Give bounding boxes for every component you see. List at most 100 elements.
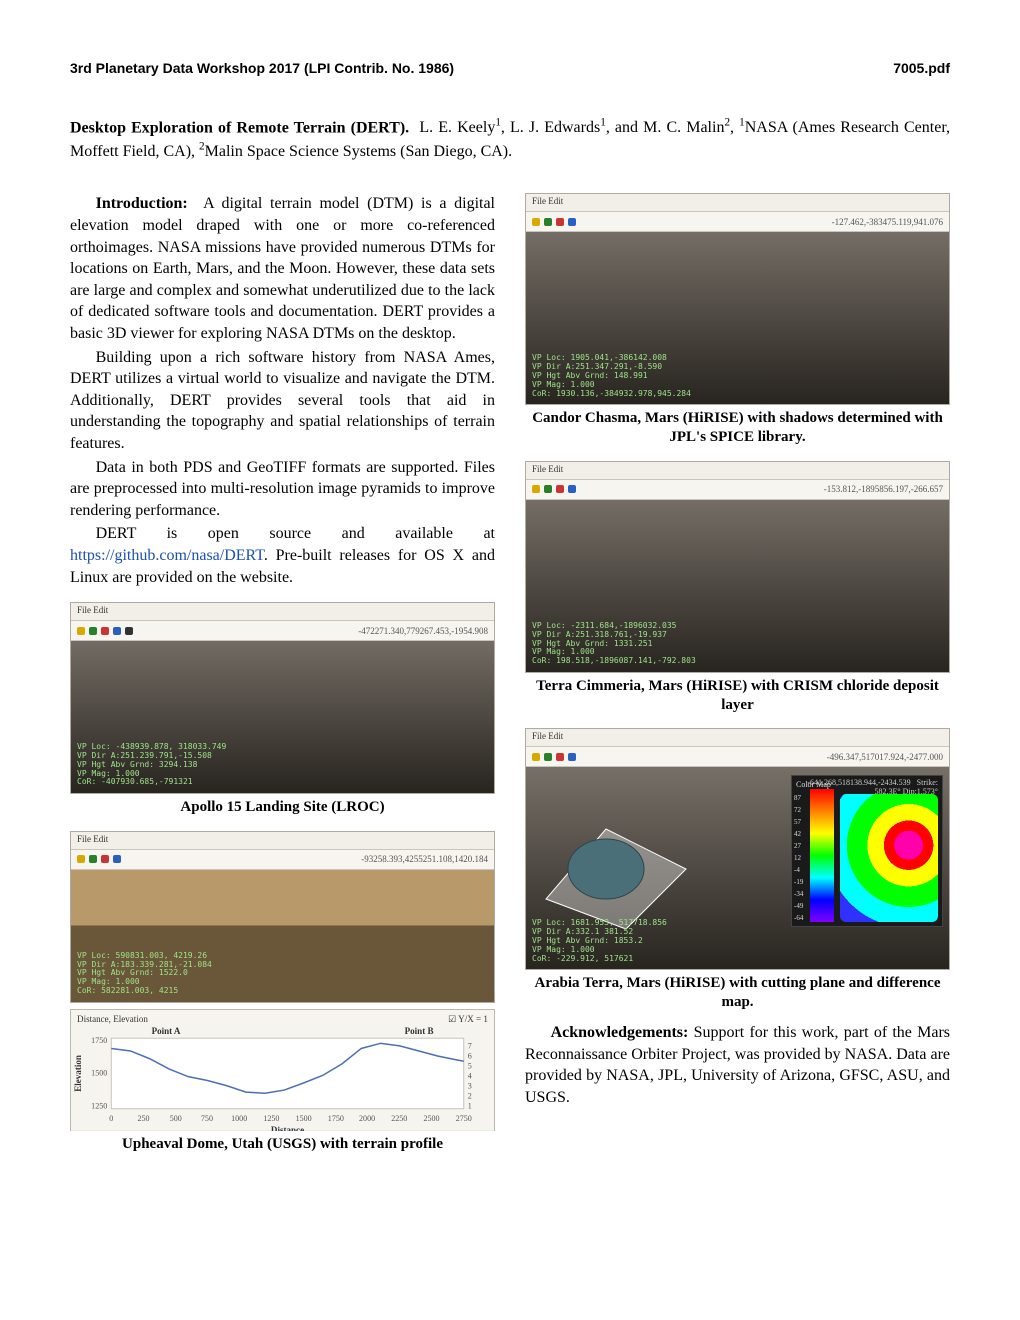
svg-text:2500: 2500 xyxy=(423,1114,439,1123)
tool-icon xyxy=(568,485,576,493)
svg-text:3: 3 xyxy=(468,1081,472,1090)
tool-icon xyxy=(101,627,109,635)
svg-text:1750: 1750 xyxy=(328,1114,344,1123)
tool-icon xyxy=(544,753,552,761)
svg-text:1250: 1250 xyxy=(91,1102,107,1111)
cutting-plane-icon xyxy=(536,779,716,939)
paper-title: Desktop Exploration of Remote Terrain (D… xyxy=(70,119,409,136)
svg-text:2250: 2250 xyxy=(391,1114,407,1123)
page-header: 3rd Planetary Data Workshop 2017 (LPI Co… xyxy=(70,60,950,76)
svg-text:1000: 1000 xyxy=(231,1114,247,1123)
tool-icon xyxy=(556,218,564,226)
toolbar: -127.462,-383475.119,941.076 xyxy=(526,212,949,232)
svg-text:0: 0 xyxy=(109,1114,113,1123)
svg-text:250: 250 xyxy=(137,1114,149,1123)
arabia-panel: File Edit -496.347,517017.924,-2477.000 xyxy=(525,728,950,970)
tool-icon xyxy=(113,855,121,863)
svg-text:2000: 2000 xyxy=(359,1114,375,1123)
candor-panel: File Edit -127.462,-383475.119,941.076 V… xyxy=(525,193,950,405)
graph-title-right: ☑ Y/X = 1 xyxy=(448,1014,488,1024)
graph-title-left: Distance, Elevation xyxy=(77,1014,148,1024)
svg-text:1: 1 xyxy=(468,1102,472,1111)
menubar: File Edit xyxy=(526,729,949,747)
acknowledgements: Acknowledgements: Support for this work,… xyxy=(525,1022,950,1108)
toolbar-coords: -472271.340,779267.453,-1954.908 xyxy=(358,626,488,636)
toolbar-coords: -496.347,517017.924,-2477.000 xyxy=(827,752,943,762)
profile-svg: Distance, Elevation ☑ Y/X = 1 Point A Po… xyxy=(71,1010,494,1131)
intro-p1: Introduction: A digital terrain model (D… xyxy=(70,193,495,344)
figure-candor: File Edit -127.462,-383475.119,941.076 V… xyxy=(525,193,950,447)
tool-icon xyxy=(532,218,540,226)
figure-upheaval: File Edit -93258.393,4255251.108,1420.18… xyxy=(70,831,495,1154)
svg-text:Distance: Distance xyxy=(271,1125,304,1131)
svg-text:1500: 1500 xyxy=(296,1114,312,1123)
svg-text:500: 500 xyxy=(170,1114,182,1123)
intro-p4: DERT is open source and available at htt… xyxy=(70,523,495,588)
menubar: File Edit xyxy=(526,194,949,212)
cmap-legend-values: 877257422712-4-19-34-49-64 xyxy=(794,794,808,922)
menubar: File Edit xyxy=(71,603,494,621)
svg-text:6: 6 xyxy=(468,1051,472,1060)
difference-map-panel: -641.268,518138.944,-2434.539 Strike: 58… xyxy=(791,775,943,927)
tool-icon xyxy=(89,627,97,635)
svg-text:1750: 1750 xyxy=(91,1036,107,1045)
toolbar: -472271.340,779267.453,-1954.908 xyxy=(71,621,494,641)
cmap-legend-bar xyxy=(810,789,834,922)
toolbar-coords: -153.812,-1895856.197,-266.657 xyxy=(824,484,943,494)
svg-text:5: 5 xyxy=(468,1061,472,1070)
svg-text:4: 4 xyxy=(468,1071,472,1080)
caption-arabia: Arabia Terra, Mars (HiRISE) with cutting… xyxy=(525,974,950,1012)
profile-graph: Distance, Elevation ☑ Y/X = 1 Point A Po… xyxy=(70,1009,495,1131)
svg-text:2750: 2750 xyxy=(456,1114,472,1123)
tool-icon xyxy=(568,218,576,226)
caption-apollo: Apollo 15 Landing Site (LROC) xyxy=(70,798,495,817)
figure-cimmeria: File Edit -153.812,-1895856.197,-266.657… xyxy=(525,461,950,715)
tool-icon xyxy=(544,218,552,226)
figure-apollo: File Edit -472271.340,779267.453,-1954.9… xyxy=(70,602,495,817)
intro-heading: Introduction: xyxy=(96,195,188,212)
tool-icon xyxy=(532,485,540,493)
toolbar: -153.812,-1895856.197,-266.657 xyxy=(526,480,949,500)
hud-readout: VP Loc: 1681.953, 517718.856 VP Dir A:33… xyxy=(532,919,667,963)
intro-p3: Data in both PDS and GeoTIFF formats are… xyxy=(70,457,495,522)
header-right: 7005.pdf xyxy=(893,60,950,76)
menubar: File Edit xyxy=(71,832,494,850)
header-left: 3rd Planetary Data Workshop 2017 (LPI Co… xyxy=(70,60,454,76)
menubar: File Edit xyxy=(526,462,949,480)
svg-text:750: 750 xyxy=(201,1114,213,1123)
tool-icon xyxy=(556,753,564,761)
caption-candor: Candor Chasma, Mars (HiRISE) with shadow… xyxy=(525,409,950,447)
point-b-label: Point B xyxy=(405,1026,434,1036)
tool-icon xyxy=(544,485,552,493)
difference-map xyxy=(840,794,938,922)
point-a-label: Point A xyxy=(152,1026,181,1036)
hud-readout: VP Loc: -438939.878, 318033.749 VP Dir A… xyxy=(77,743,226,787)
hud-readout: VP Loc: 1905.041,-386142.008 VP Dir A:25… xyxy=(532,354,691,398)
hud-readout: VP Loc: -2311.684,-1896032.035 VP Dir A:… xyxy=(532,622,696,666)
upheaval-panel: File Edit -93258.393,4255251.108,1420.18… xyxy=(70,831,495,1003)
toolbar-coords: -93258.393,4255251.108,1420.184 xyxy=(361,854,488,864)
toolbar: -93258.393,4255251.108,1420.184 xyxy=(71,850,494,870)
tool-icon xyxy=(77,855,85,863)
intro-p2: Building upon a rich software history fr… xyxy=(70,347,495,455)
cimmeria-panel: File Edit -153.812,-1895856.197,-266.657… xyxy=(525,461,950,673)
svg-text:2: 2 xyxy=(468,1091,472,1100)
figure-arabia: File Edit -496.347,517017.924,-2477.000 xyxy=(525,728,950,1012)
toolbar: -496.347,517017.924,-2477.000 xyxy=(526,747,949,767)
tool-icon xyxy=(125,627,133,635)
toolbar-coords: -127.462,-383475.119,941.076 xyxy=(832,217,943,227)
caption-upheaval: Upheaval Dome, Utah (USGS) with terrain … xyxy=(70,1135,495,1154)
tool-icon xyxy=(89,855,97,863)
tool-icon xyxy=(568,753,576,761)
apollo-panel: File Edit -472271.340,779267.453,-1954.9… xyxy=(70,602,495,794)
tool-icon xyxy=(101,855,109,863)
svg-text:7: 7 xyxy=(468,1041,472,1050)
svg-text:1250: 1250 xyxy=(263,1114,279,1123)
ack-heading: Acknowledgements: xyxy=(551,1024,689,1041)
title-block: Desktop Exploration of Remote Terrain (D… xyxy=(70,116,950,163)
hud-readout: VP Loc: 590831.003, 4219.26 VP Dir A:183… xyxy=(77,952,212,996)
github-link[interactable]: https://github.com/nasa/DERT xyxy=(70,547,264,564)
tool-icon xyxy=(113,627,121,635)
caption-cimmeria: Terra Cimmeria, Mars (HiRISE) with CRISM… xyxy=(525,677,950,715)
tool-icon xyxy=(556,485,564,493)
